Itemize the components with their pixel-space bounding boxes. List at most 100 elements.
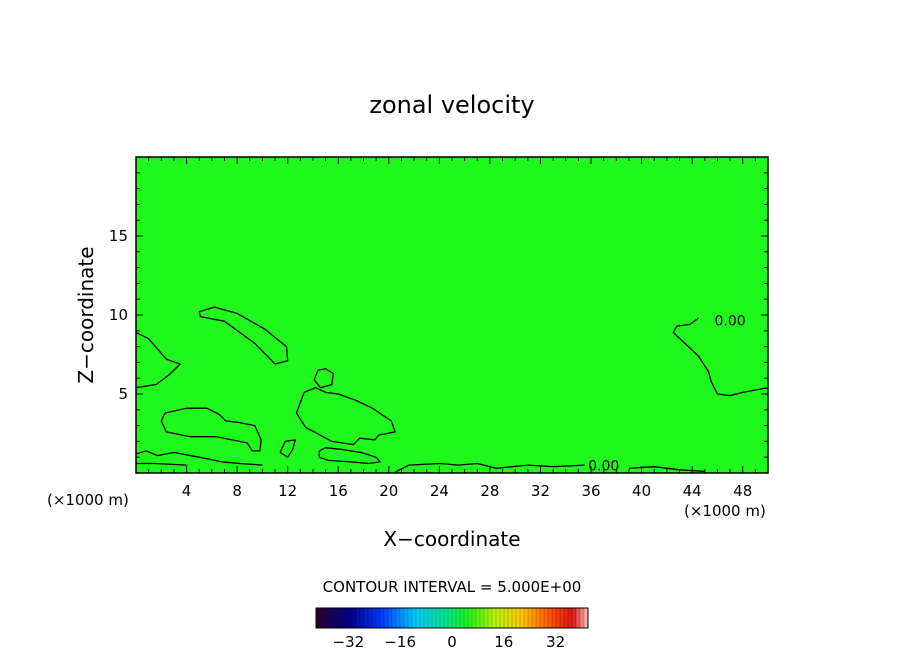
colorbar-tick-label: 0 — [447, 633, 457, 651]
colorbar-cell — [332, 608, 337, 628]
colorbar-cell — [484, 608, 489, 628]
colorbar-cell — [488, 608, 493, 628]
colorbar-cell — [536, 608, 541, 628]
x-tick-label: 48 — [733, 482, 752, 500]
x-tick-label: 36 — [581, 482, 600, 500]
colorbar-cell — [388, 608, 393, 628]
colorbar-cell — [452, 608, 457, 628]
y-tick-label: 5 — [118, 385, 128, 403]
colorbar-cell — [556, 608, 561, 628]
y-tick-label: 15 — [109, 227, 128, 245]
contour-line — [279, 439, 296, 458]
colorbar-cell — [444, 608, 449, 628]
velocity-field — [136, 157, 768, 473]
colorbar-cell — [428, 608, 433, 628]
x-tick-label: 8 — [232, 482, 242, 500]
colorbar-cell — [560, 608, 565, 628]
colorbar-cell — [356, 608, 361, 628]
contour-line — [318, 447, 381, 465]
colorbar-frame — [315, 607, 589, 629]
x-tick-label: 20 — [379, 482, 398, 500]
colorbar-cell — [456, 608, 461, 628]
colorbar-tick-label: −32 — [333, 633, 365, 651]
colorbar-cell — [544, 608, 549, 628]
contour-label-bg — [711, 312, 750, 328]
colorbar-cell — [548, 608, 553, 628]
x-unit-left: (×1000 m) — [47, 491, 129, 509]
x-tick-label: 40 — [632, 482, 651, 500]
contour-line — [672, 317, 769, 397]
x-tick-label: 4 — [182, 482, 192, 500]
colorbar-cell — [516, 608, 521, 628]
colorbar-cell — [520, 608, 525, 628]
colorbar-cell — [416, 608, 421, 628]
colorbar-cell — [424, 608, 429, 628]
contour-labels: 0.00 0.00 — [584, 312, 750, 475]
colorbar-cell — [364, 608, 369, 628]
contour-line — [394, 462, 585, 473]
contour-label-bg — [584, 457, 623, 473]
chart-title: zonal velocity — [369, 91, 534, 119]
colorbar-cell — [576, 608, 581, 628]
colorbar-cell — [400, 608, 405, 628]
colorbar-cell — [532, 608, 537, 628]
colorbar-cell — [460, 608, 465, 628]
y-axis-label: Z−coordinate — [74, 246, 98, 383]
colorbar-cell — [368, 608, 373, 628]
colorbar-cell — [564, 608, 569, 628]
colorbar-cell — [316, 608, 321, 628]
contour-line — [160, 407, 262, 452]
contour-line — [313, 368, 334, 389]
colorbar-cell — [500, 608, 505, 628]
colorbar-cell — [420, 608, 425, 628]
colorbar-cell — [492, 608, 497, 628]
colorbar-cell — [508, 608, 513, 628]
contour-line — [295, 387, 396, 446]
x-tick-label: 16 — [329, 482, 348, 500]
colorbar-cell — [372, 608, 377, 628]
colorbar-cell — [436, 608, 441, 628]
y-axis-ticks: 5 10 15 — [109, 172, 768, 458]
contour-label: 0.00 — [588, 459, 619, 475]
colorbar-cell — [348, 608, 353, 628]
colorbar-cell — [412, 608, 417, 628]
colorbar-cell — [572, 608, 577, 628]
colorbar-cell — [528, 608, 533, 628]
colorbar-cell — [432, 608, 437, 628]
colorbar-cell — [480, 608, 485, 628]
colorbar-cell — [376, 608, 381, 628]
colorbar-cell — [584, 608, 589, 628]
colorbar-cell — [392, 608, 397, 628]
x-tick-label: 28 — [480, 482, 499, 500]
y-tick-label: 10 — [109, 306, 128, 324]
contour-line — [135, 450, 263, 466]
colorbar-cell — [472, 608, 477, 628]
colorbar-cell — [336, 608, 341, 628]
colorbar-cell — [504, 608, 509, 628]
colorbar-cell — [476, 608, 481, 628]
x-axis-ticks: 4 8 12 16 20 24 28 32 36 40 44 48 — [148, 157, 756, 500]
colorbar-cell — [320, 608, 325, 628]
colorbar-cell — [340, 608, 345, 628]
contour-line — [135, 331, 181, 389]
x-unit-right: (×1000 m) — [684, 502, 766, 520]
colorbar-cell — [408, 608, 413, 628]
colorbar-tick-label: 32 — [546, 633, 565, 651]
colorbar-tick-label: −16 — [384, 633, 416, 651]
colorbar-cell — [464, 608, 469, 628]
x-tick-label: 24 — [430, 482, 449, 500]
colorbar-cell — [468, 608, 473, 628]
colorbar-cell — [568, 608, 573, 628]
colorbar-cell — [512, 608, 517, 628]
colorbar-cell — [380, 608, 385, 628]
colorbar-cell — [448, 608, 453, 628]
colorbar-cell — [524, 608, 529, 628]
x-tick-label: 32 — [531, 482, 550, 500]
contour-label: 0.00 — [714, 313, 745, 329]
colorbar-cell — [344, 608, 349, 628]
x-axis-label: X−coordinate — [383, 527, 520, 551]
colorbar-cell — [404, 608, 409, 628]
colorbar-ticks: −32 −16 0 16 32 — [333, 633, 566, 651]
colorbar-cell — [540, 608, 545, 628]
